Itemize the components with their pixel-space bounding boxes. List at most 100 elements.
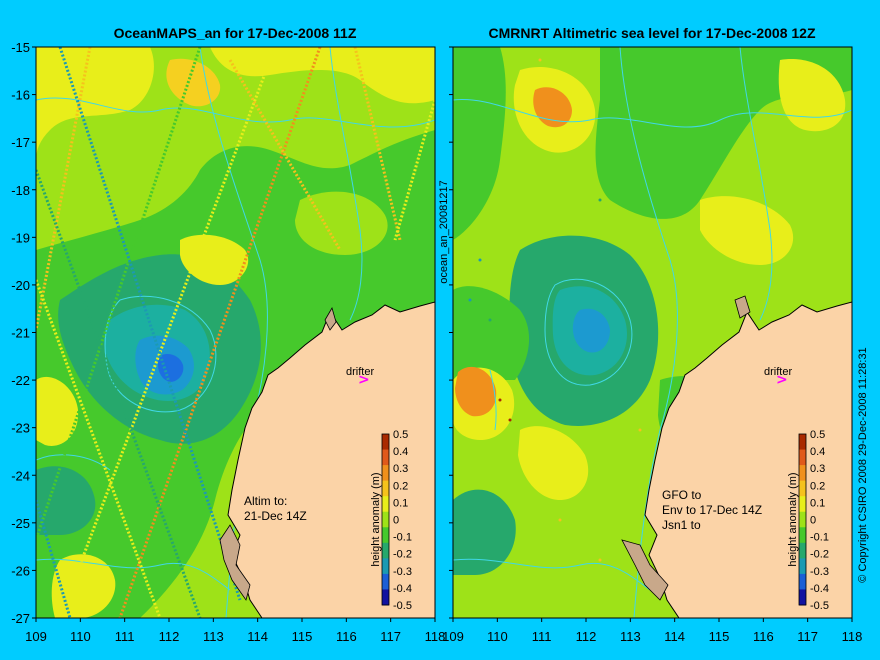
right-colorbar-segment <box>799 496 806 513</box>
left-colorbar: 0.5 0.4 0.3 0.2 0.1 0 -0.1 -0.2 -0.3 -0.4 -0.5 heig… <box>370 429 412 612</box>
left-colorbar-tick: 0.3 <box>393 463 408 475</box>
left-colorbar-tick: 0 <box>393 515 399 527</box>
left-map-field <box>36 47 435 618</box>
right-colorbar-segment <box>799 511 806 528</box>
left-map-panel: OceanMAPS_an for 17-Dec-2008 11Z <box>35 25 436 619</box>
right-colorbar-tick: -0.5 <box>810 600 829 612</box>
left-colorbar-segment <box>382 558 389 575</box>
right-colorbar-segment <box>799 480 806 497</box>
right-colorbar-segment <box>799 449 806 466</box>
left-colorbar-segment <box>382 496 389 513</box>
y-tick-label: -22 <box>11 373 30 388</box>
axes-ticks: 109 110 111 112 113 114 115 116 117 118 -15 -16 -17 -… <box>11 40 862 644</box>
right-colorbar-segment <box>799 589 806 606</box>
left-colorbar-segment <box>382 542 389 559</box>
right-map-title: CMRNRT Altimetric sea level for 17-Dec-2… <box>488 25 816 41</box>
right-colorbar-label: height anomaly (m) <box>787 472 799 566</box>
right-note-line2: Env to 17-Dec 14Z <box>662 503 762 517</box>
right-colorbar-segment <box>799 465 806 482</box>
left-colorbar-tick: -0.3 <box>393 566 412 578</box>
right-x-tick-label: 109 <box>442 629 464 644</box>
right-x-tick-label: 112 <box>576 629 597 644</box>
left-x-tick-label: 110 <box>70 629 91 644</box>
left-colorbar-segment <box>382 465 389 482</box>
right-colorbar-tick: -0.2 <box>810 549 829 561</box>
y-tick-label: -20 <box>11 278 30 293</box>
right-x-tick-label: 116 <box>753 629 774 644</box>
right-colorbar-segment <box>799 527 806 544</box>
right-x-tick-label: 118 <box>842 629 863 644</box>
right-colorbar-segment <box>799 558 806 575</box>
left-colorbar-tick: 0.4 <box>393 446 408 458</box>
right-map-panel: CMRNRT Altimetric sea level for 17-Dec-2… <box>452 25 853 619</box>
y-tick-label: -17 <box>11 135 30 150</box>
left-colorbar-label: height anomaly (m) <box>370 472 382 566</box>
right-colorbar-tick: 0.2 <box>810 480 825 492</box>
left-altim-note-line1: Altim to: <box>244 494 287 508</box>
left-x-tick-label: 115 <box>292 629 313 644</box>
right-colorbar-segment <box>799 434 806 451</box>
right-colorbar-tick: 0.3 <box>810 463 825 475</box>
y-tick-label: -18 <box>11 183 30 198</box>
y-tick-label: -24 <box>11 468 30 483</box>
right-colorbar-segment <box>799 542 806 559</box>
left-x-tick-label: 117 <box>380 629 401 644</box>
right-note-line1: GFO to <box>662 488 702 502</box>
left-altim-note-line2: 21-Dec 14Z <box>244 509 307 523</box>
left-colorbar-segment <box>382 434 389 451</box>
left-colorbar-tick: -0.1 <box>393 532 412 544</box>
left-colorbar-tick: -0.5 <box>393 600 412 612</box>
colorbars: 0.5 0.4 0.3 0.2 0.1 0 -0.1 -0.2 -0.3 -0.4 -0.5 heig… <box>370 429 829 612</box>
y-tick-label: -19 <box>11 230 30 245</box>
left-colorbar-tick: 0.1 <box>393 497 408 509</box>
left-colorbar-segment <box>382 589 389 606</box>
left-drifter-label: drifter <box>346 366 374 378</box>
side-run-label: ocean_an_20081217 <box>438 180 450 283</box>
left-colorbar-tick: 0.5 <box>393 429 408 441</box>
left-colorbar-tick: -0.4 <box>393 583 412 595</box>
left-map-title: OceanMAPS_an for 17-Dec-2008 11Z <box>114 25 357 41</box>
y-tick-label: -25 <box>11 516 30 531</box>
left-x-tick-label: 116 <box>336 629 357 644</box>
y-tick-label: -27 <box>11 611 30 626</box>
y-tick-label: -21 <box>11 326 30 341</box>
y-tick-label: -15 <box>11 40 30 55</box>
right-colorbar-tick: 0 <box>810 515 816 527</box>
left-colorbar-tick: -0.2 <box>393 549 412 561</box>
right-x-tick-label: 111 <box>532 629 552 644</box>
left-x-tick-label: 118 <box>425 629 446 644</box>
left-x-tick-label: 109 <box>25 629 47 644</box>
right-colorbar-tick: 0.4 <box>810 446 825 458</box>
left-colorbar-segment <box>382 573 389 590</box>
right-track-points <box>468 58 642 562</box>
left-x-tick-label: 113 <box>203 629 224 644</box>
y-tick-label: -26 <box>11 563 30 578</box>
y-tick-label: -23 <box>11 421 30 436</box>
right-bathymetry-contours <box>453 47 852 618</box>
left-x-tick-label: 111 <box>115 629 135 644</box>
left-colorbar-segment <box>382 527 389 544</box>
right-x-tick-label: 110 <box>487 629 508 644</box>
right-colorbar-tick: -0.3 <box>810 566 829 578</box>
right-colorbar-tick: -0.1 <box>810 532 829 544</box>
right-colorbar: 0.5 0.4 0.3 0.2 0.1 0 -0.1 -0.2 -0.3 -0.4 -0.5 heig… <box>787 429 829 612</box>
right-x-tick-label: 117 <box>797 629 818 644</box>
right-drifter-label: drifter <box>764 366 792 378</box>
y-tick-label: -16 <box>11 88 30 103</box>
left-x-tick-label: 112 <box>159 629 180 644</box>
right-map-field <box>453 47 852 618</box>
left-colorbar-tick: 0.2 <box>393 480 408 492</box>
right-colorbar-tick: -0.4 <box>810 583 829 595</box>
right-drifter-marker: > <box>776 372 788 388</box>
right-x-tick-label: 114 <box>664 629 685 644</box>
left-altimeter-tracks <box>36 47 435 618</box>
left-drifter-marker: > <box>358 372 370 388</box>
right-x-tick-label: 115 <box>709 629 730 644</box>
right-colorbar-tick: 0.5 <box>810 429 825 441</box>
left-colorbar-segment <box>382 480 389 497</box>
left-x-tick-label: 114 <box>247 629 268 644</box>
right-x-tick-label: 113 <box>620 629 641 644</box>
left-colorbar-segment <box>382 511 389 528</box>
right-colorbar-segment <box>799 573 806 590</box>
